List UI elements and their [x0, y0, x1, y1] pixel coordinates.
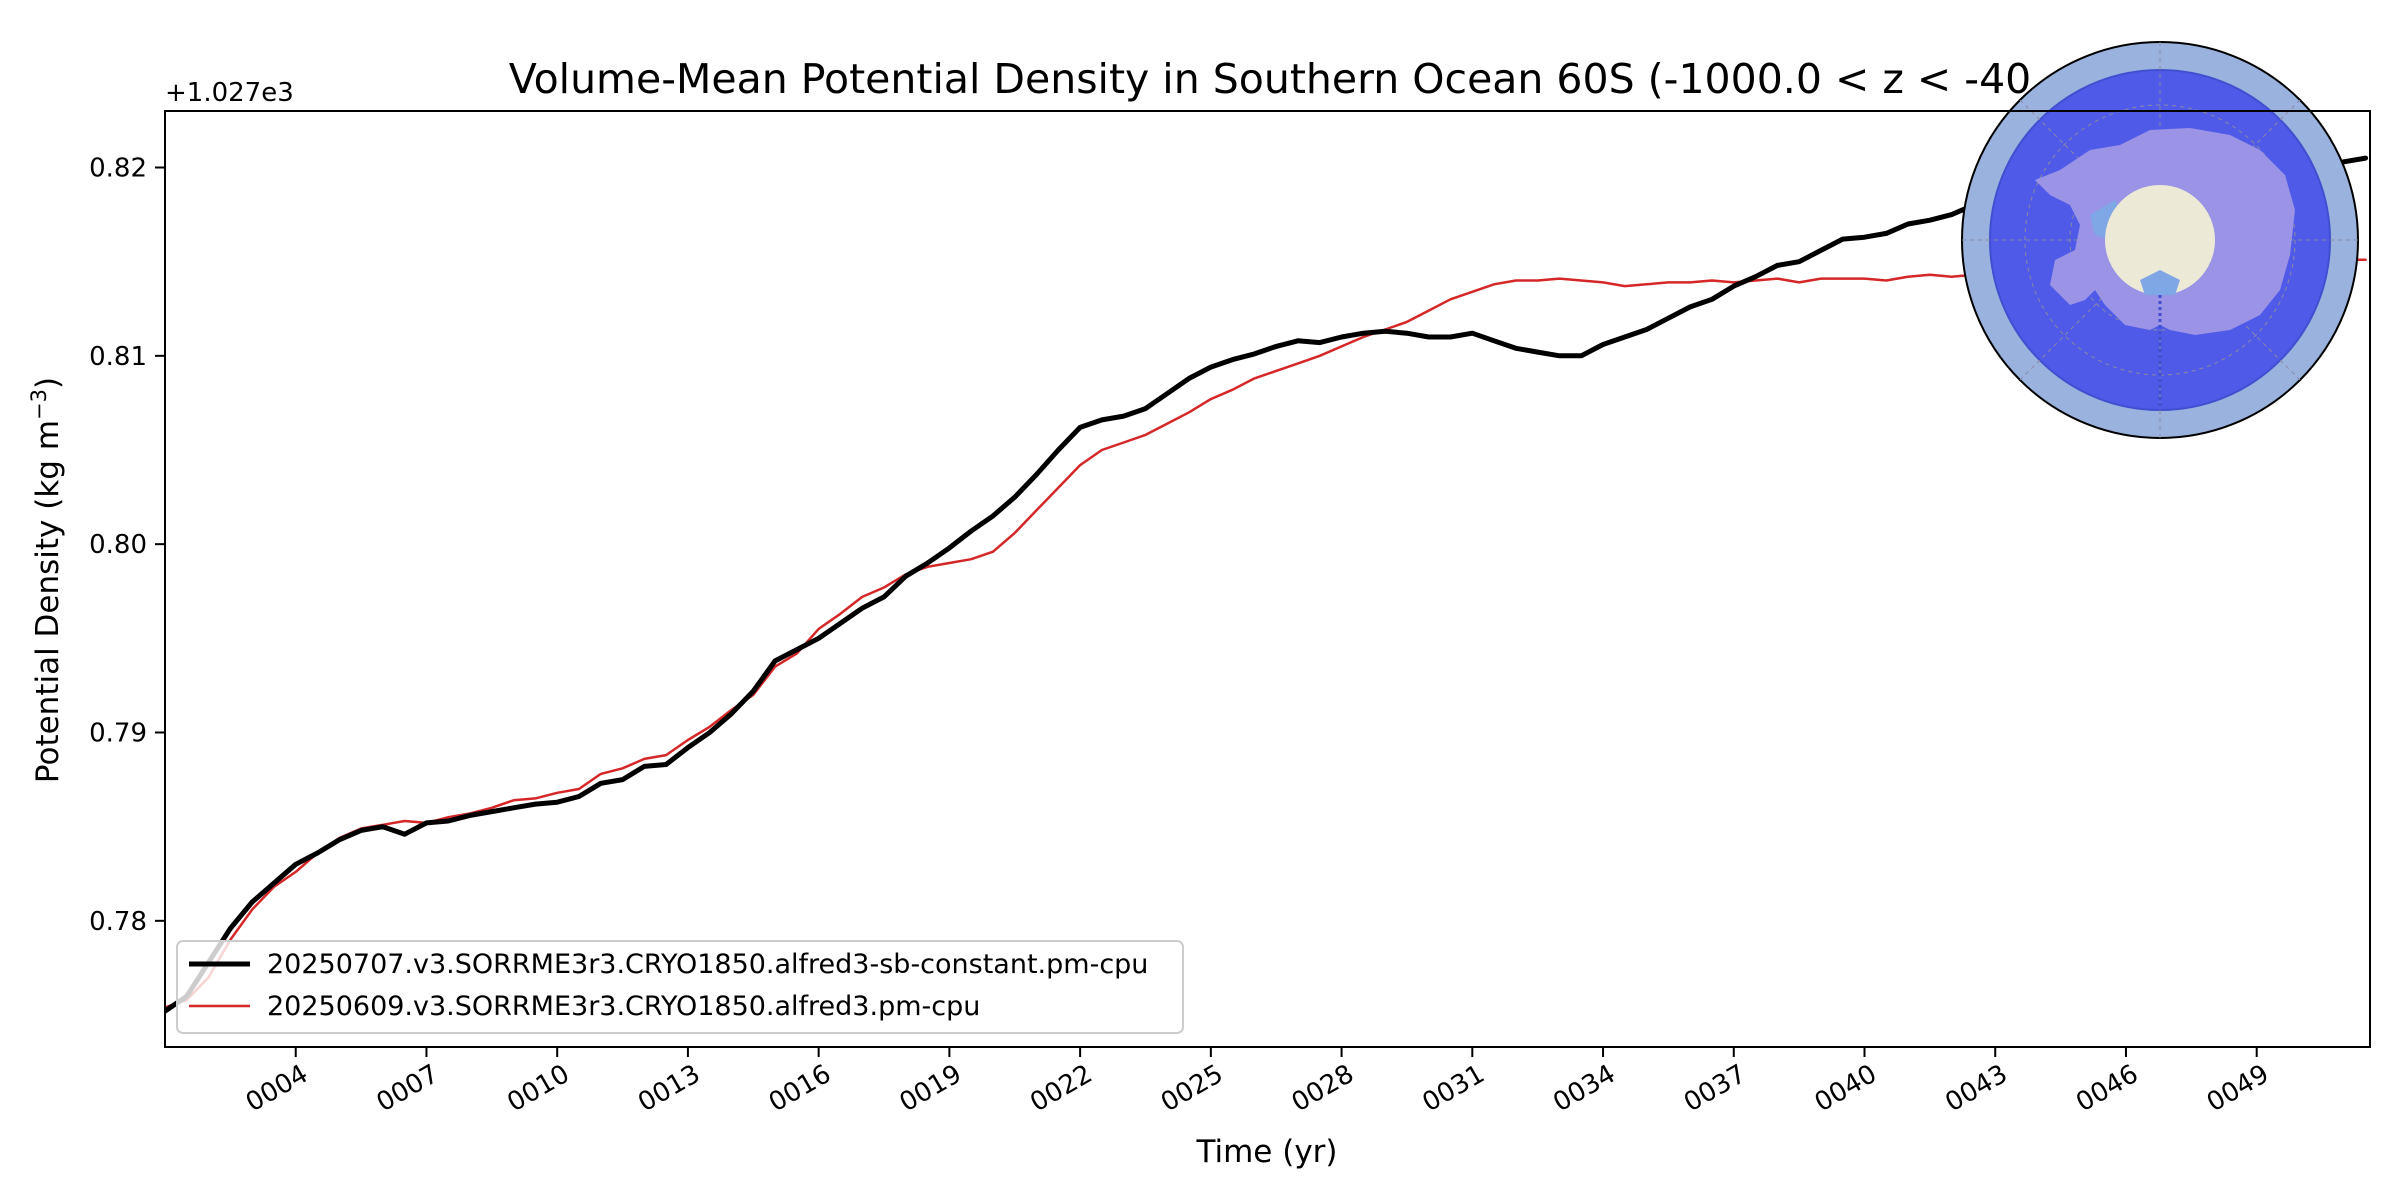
x-tick-label: 0040: [1810, 1059, 1882, 1118]
y-axis-label-close: ): [30, 377, 66, 389]
x-tick-label: 0022: [1025, 1059, 1097, 1118]
y-axis: 0.78 0.79 0.80 0.81 0.82: [89, 153, 165, 937]
legend-box: [176, 940, 1184, 1034]
x-tick-label: 0019: [895, 1059, 967, 1118]
y-axis-label: Potential Density (kg m−3): [27, 377, 66, 783]
x-tick-label: 0046: [2071, 1059, 2143, 1118]
chart-title: Volume-Mean Potential Density in Souther…: [509, 55, 2032, 103]
y-tick-label: 0.82: [89, 153, 147, 183]
x-tick-label: 0037: [1679, 1059, 1751, 1118]
y-axis-label-main: Potential Density (kg m: [30, 420, 66, 783]
legend-label-0: 20250707.v3.SORRME3r3.CRYO1850.alfred3-s…: [267, 949, 1148, 980]
x-tick-label: 0025: [1156, 1059, 1228, 1118]
y-tick-label: 0.79: [89, 718, 147, 748]
x-tick-label: 0004: [241, 1059, 313, 1118]
y-axis-label-exponent: −3: [27, 389, 51, 420]
x-axis: 0004 0007 0010 0013 0016 0019 0022 0025 0028 0031…: [241, 1047, 2274, 1118]
x-tick-label: 0031: [1418, 1059, 1490, 1118]
map-shallow-shelf-south: [2140, 270, 2180, 295]
x-tick-label: 0049: [2202, 1059, 2274, 1118]
x-tick-label: 0043: [1940, 1059, 2012, 1118]
y-tick-label: 0.80: [89, 530, 147, 560]
x-axis-label: Time (yr): [1196, 1134, 1338, 1170]
y-tick-label: 0.78: [89, 907, 147, 937]
x-tick-label: 0010: [502, 1059, 574, 1118]
x-tick-label: 0034: [1548, 1059, 1620, 1118]
y-offset-label: +1.027e3: [165, 78, 294, 108]
x-tick-label: 0016: [764, 1059, 836, 1118]
y-tick-label: 0.81: [89, 342, 147, 372]
southern-ocean-inset-map: [1961, 41, 2359, 439]
legend-label-1: 20250609.v3.SORRME3r3.CRYO1850.alfred3.p…: [267, 991, 980, 1022]
x-tick-label: 0013: [633, 1059, 705, 1118]
map-pole-hole: [2105, 185, 2215, 295]
legend: 20250707.v3.SORRME3r3.CRYO1850.alfred3-s…: [176, 940, 1184, 1034]
x-tick-label: 0028: [1287, 1059, 1359, 1118]
x-tick-label: 0007: [372, 1059, 444, 1118]
plot-frame: [164, 110, 2371, 1048]
